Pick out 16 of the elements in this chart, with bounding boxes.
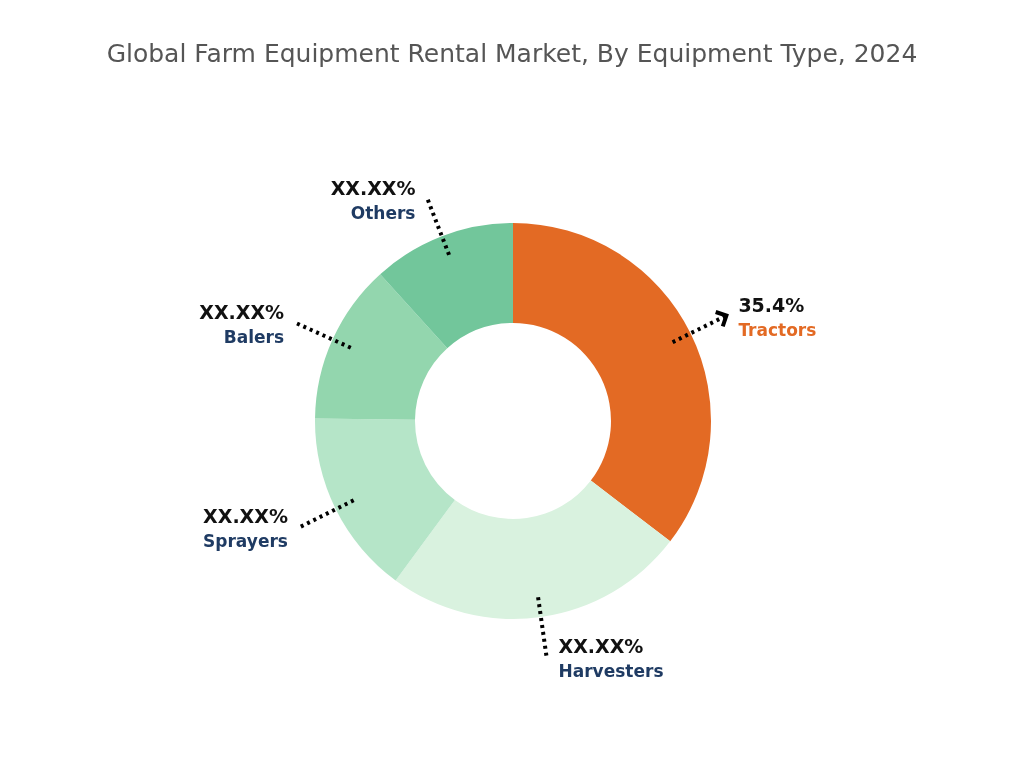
data-label: XX.XX% [199,301,285,324]
donut-slice [315,274,448,420]
data-label: XX.XX% [330,176,416,199]
donut-slice [513,223,711,542]
slice-label: Balers [223,327,285,348]
data-label: XX.XX% [558,634,644,657]
data-label: XX.XX% [203,505,288,528]
data-label: 35.4% [738,293,805,316]
donut-slice [315,418,455,581]
slice-label: Harvesters [558,660,664,681]
donut-slice [395,480,671,619]
slice-label: Others [350,202,416,223]
slice-label: Tractors [738,319,817,340]
slice-label: Sprayers [203,531,288,552]
chart-title: Global Farm Equipment Rental Market, By Equipment Type, 2024 [106,39,918,68]
donut-slice [380,223,513,349]
